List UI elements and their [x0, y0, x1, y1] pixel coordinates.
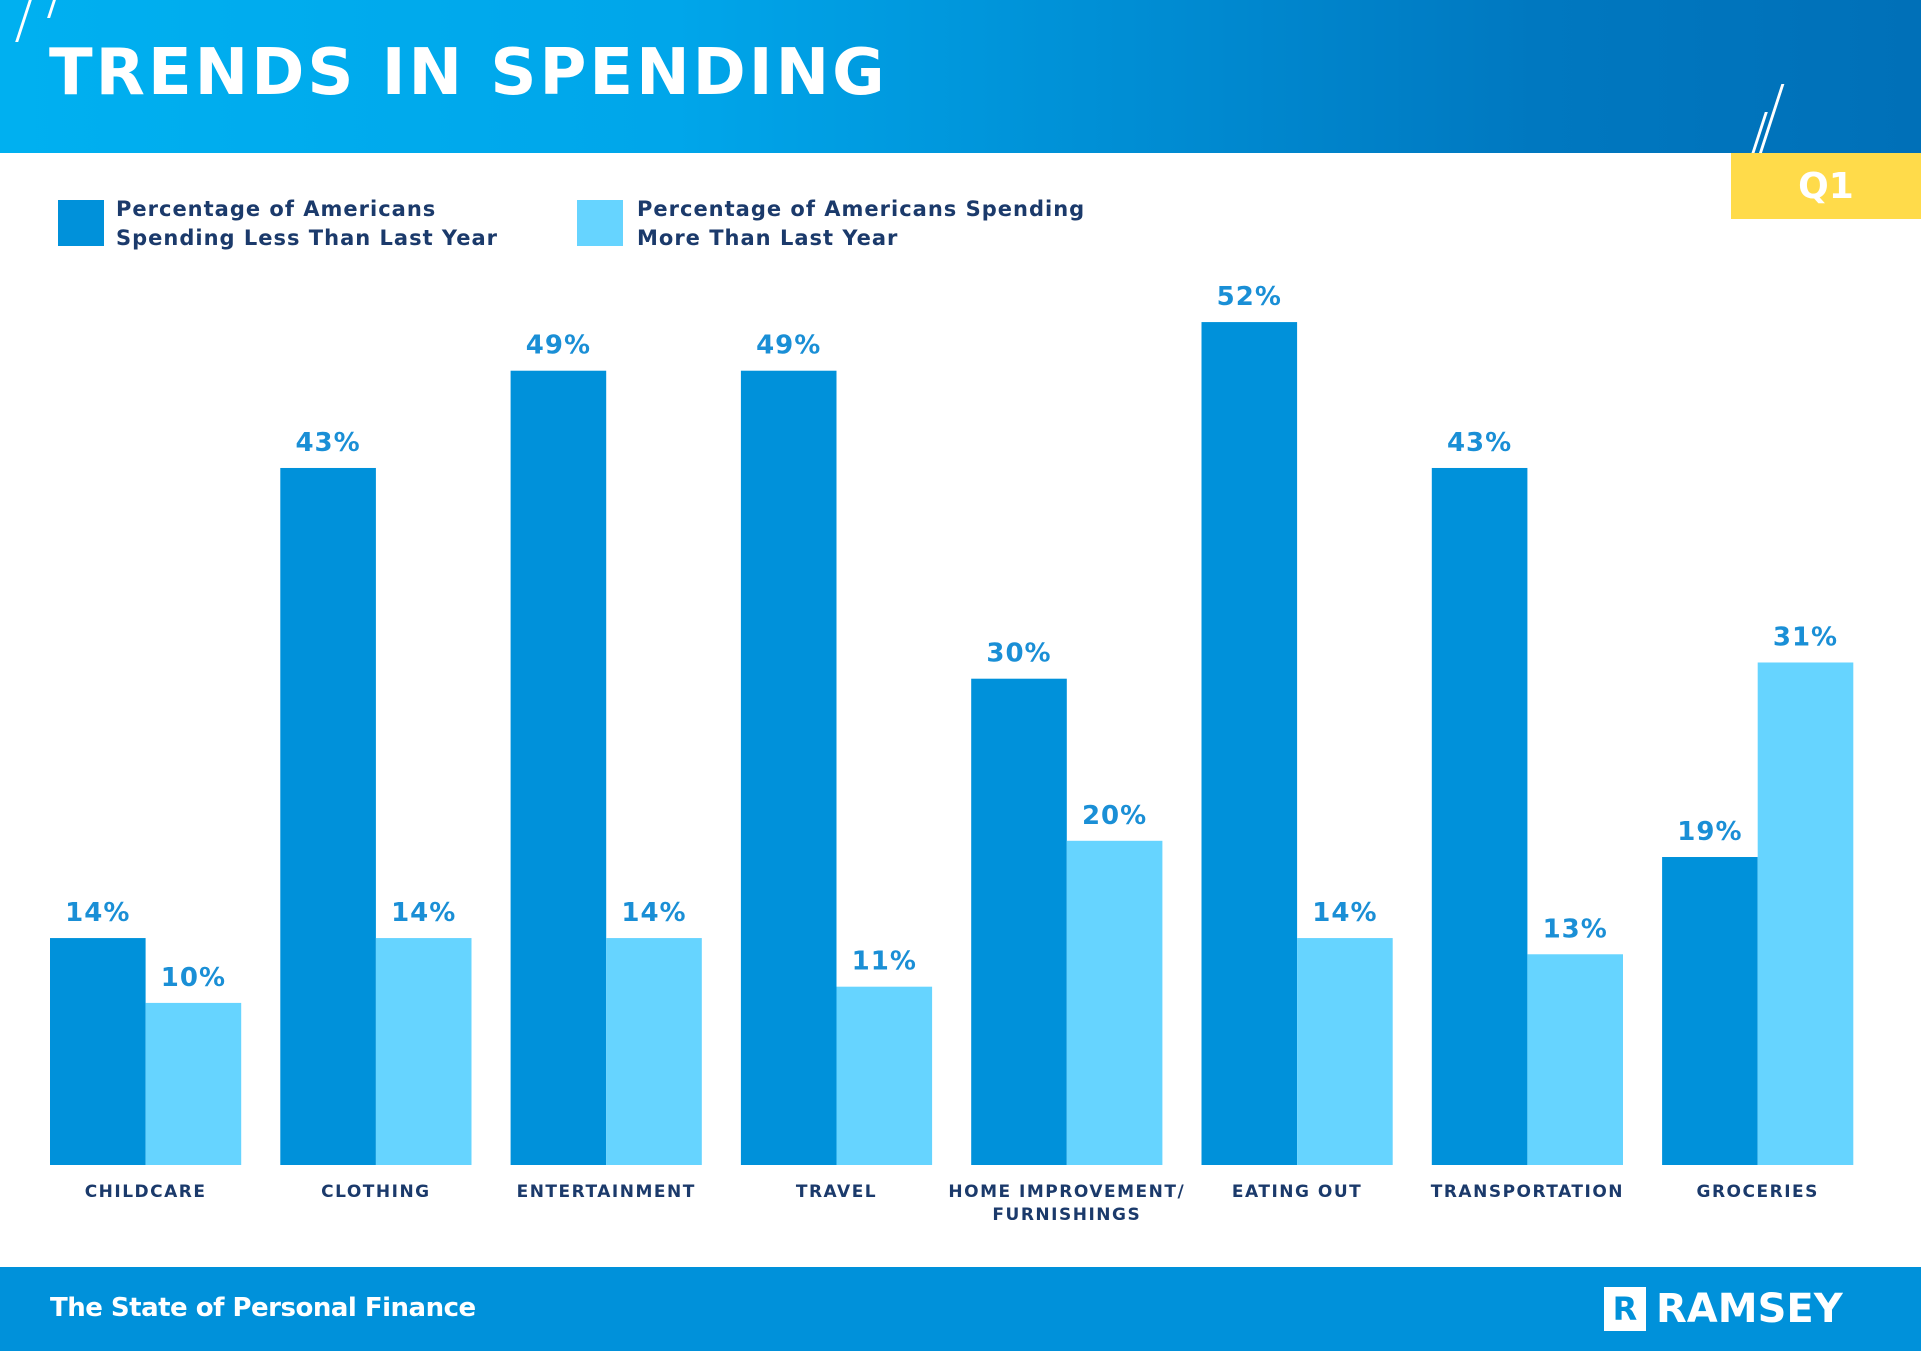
- value-label: 11%: [852, 947, 917, 977]
- value-label: 31%: [1773, 622, 1838, 652]
- logo-mark-icon: R: [1604, 1287, 1646, 1331]
- bar-less: [510, 370, 607, 1166]
- value-label: 43%: [295, 428, 360, 458]
- bar-more: [1527, 954, 1623, 1165]
- value-label: 43%: [1447, 428, 1512, 458]
- category-label: CLOTHING: [321, 1182, 430, 1202]
- ramsey-logo: R RAMSEY: [1604, 1286, 1843, 1332]
- bar-more: [606, 938, 702, 1165]
- category-label: GROCERIES: [1697, 1182, 1819, 1202]
- value-label: 13%: [1543, 914, 1608, 944]
- value-label: 14%: [1312, 898, 1377, 928]
- value-label: 30%: [986, 639, 1051, 669]
- footer-bar: The State of Personal Finance R RAMSEY: [0, 1267, 1921, 1351]
- bar-more: [375, 938, 472, 1165]
- legend-line: Percentage of Americans Spending: [637, 197, 1086, 221]
- legend-label-more: Percentage of Americans Spending More Th…: [637, 195, 1085, 253]
- legend-label-less: Percentage of Americans Spending Less Th…: [116, 195, 498, 253]
- bar-more: [836, 986, 933, 1165]
- category-label: TRAVEL: [796, 1182, 877, 1202]
- category-label: HOME IMPROVEMENT/: [948, 1182, 1185, 1202]
- value-label: 14%: [391, 898, 456, 928]
- bar-less: [1201, 322, 1298, 1166]
- logo-text: RAMSEY: [1656, 1286, 1843, 1332]
- value-label: 19%: [1677, 817, 1742, 847]
- category-label: TRANSPORTATION: [1431, 1182, 1624, 1202]
- bar-less: [740, 370, 837, 1166]
- value-label: 49%: [756, 331, 821, 361]
- value-label: 52%: [1217, 282, 1282, 312]
- bar-chart: 14% 10% CHILDCARE 43% 14% CLOTHING 49% 14% ENTER…: [50, 282, 1854, 1225]
- footer-text: The State of Personal Finance: [50, 1293, 476, 1323]
- bar-less: [971, 678, 1067, 1165]
- legend-line: Percentage of Americans: [116, 197, 437, 221]
- bar-less: [1431, 467, 1528, 1166]
- legend-swatch-more: [577, 200, 623, 246]
- category-label: EATING OUT: [1232, 1182, 1362, 1202]
- legend-line: Spending Less Than Last Year: [116, 226, 498, 250]
- header-banner: TRENDS IN SPENDING: [0, 0, 1921, 154]
- bar-more: [1757, 662, 1854, 1165]
- value-label: 14%: [621, 898, 686, 928]
- bar-less: [50, 938, 146, 1165]
- bar-less: [280, 467, 376, 1166]
- bar-more: [1297, 938, 1393, 1165]
- value-label: 10%: [161, 963, 226, 993]
- category-label: ENTERTAINMENT: [517, 1182, 696, 1202]
- legend-swatch-less: [58, 200, 104, 246]
- bar-more: [145, 1002, 242, 1165]
- value-label: 20%: [1082, 801, 1147, 831]
- page-title: TRENDS IN SPENDING: [49, 36, 888, 110]
- value-label: 14%: [65, 898, 130, 928]
- bar-more: [1066, 840, 1163, 1165]
- category-label: FURNISHINGS: [992, 1205, 1141, 1225]
- value-label: 49%: [526, 331, 591, 361]
- quarter-badge: Q1: [1731, 153, 1921, 219]
- bar-less: [1662, 857, 1758, 1165]
- category-label: CHILDCARE: [85, 1182, 207, 1202]
- legend-line: More Than Last Year: [637, 226, 899, 250]
